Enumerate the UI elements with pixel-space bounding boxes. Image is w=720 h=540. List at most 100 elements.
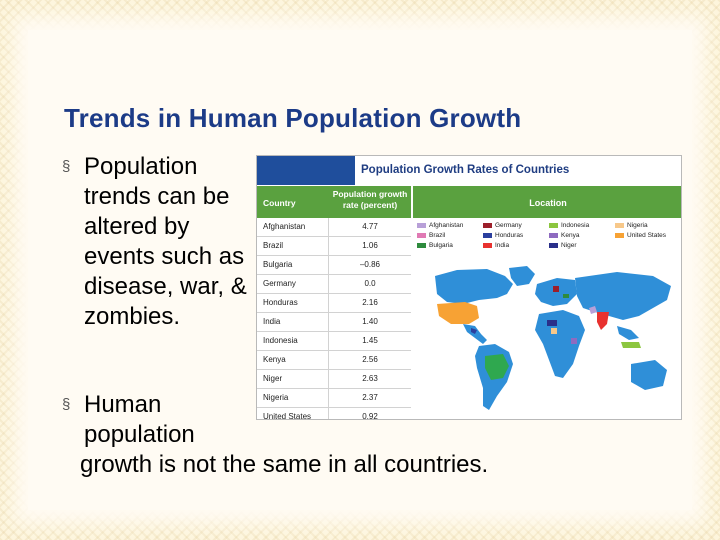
column-divider [328, 313, 329, 332]
legend-swatch [549, 232, 558, 238]
row-country: India [263, 317, 281, 326]
legend-swatch [549, 222, 558, 228]
honduras-highlight [471, 328, 477, 334]
bulgaria-highlight [563, 294, 569, 298]
legend-swatch [417, 222, 426, 228]
column-divider [328, 332, 329, 351]
india-highlight [597, 312, 609, 330]
united-states-highlight [437, 302, 479, 324]
row-country: Niger [263, 374, 283, 383]
row-rate: 0.92 [362, 412, 378, 420]
indonesia-highlight [621, 342, 641, 348]
table-row: Honduras 2.16 [257, 294, 411, 313]
figure-header-accent [257, 156, 355, 185]
header-country: Country [263, 198, 296, 208]
column-divider [328, 408, 329, 419]
row-country: Germany [263, 279, 296, 288]
table-row: United States 0.92 [257, 408, 411, 420]
niger-highlight [547, 320, 557, 326]
table-row: Bulgaria –0.86 [257, 256, 411, 275]
figure-header: Population Growth Rates of Countries [257, 156, 681, 185]
row-country: Bulgaria [263, 260, 293, 269]
asia-landmass [575, 272, 671, 320]
africa-landmass [535, 310, 585, 378]
legend-label: Niger [561, 242, 577, 249]
population-growth-figure: Population Growth Rates of Countries Cou… [256, 155, 682, 420]
column-divider [328, 218, 329, 237]
bullet-text-line: Human [84, 391, 162, 418]
legend-entry: Indonesia [549, 222, 589, 229]
column-divider [328, 370, 329, 389]
column-divider [328, 389, 329, 408]
row-country: Kenya [263, 355, 286, 364]
row-country: United States [263, 412, 312, 420]
legend-swatch [483, 242, 492, 248]
legend-swatch [483, 222, 492, 228]
legend-swatch [417, 232, 426, 238]
row-rate: 2.16 [362, 298, 378, 307]
row-country: Brazil [263, 241, 284, 250]
legend-entry: Honduras [483, 232, 523, 239]
column-divider [328, 275, 329, 294]
table-row: Niger 2.63 [257, 370, 411, 389]
legend-entry: Bulgaria [417, 242, 453, 249]
legend-entry: Germany [483, 222, 522, 229]
bullet-text: Population trends can be altered by even… [84, 153, 247, 330]
legend-label: United States [627, 232, 667, 239]
legend-entry: India [483, 242, 509, 249]
bullet-marker: § [62, 396, 71, 413]
legend-entry: Kenya [549, 232, 579, 239]
legend-label: Nigeria [627, 222, 648, 229]
row-country: Indonesia [263, 336, 298, 345]
table-row: Nigeria 2.37 [257, 389, 411, 408]
row-rate: 1.06 [362, 241, 378, 250]
kenya-highlight [571, 338, 577, 344]
row-rate: –0.86 [359, 260, 381, 269]
slide-title: Trends in Human Population Growth [64, 103, 522, 133]
germany-highlight [553, 286, 559, 292]
north-america-landmass [435, 269, 513, 304]
column-divider [328, 294, 329, 313]
nigeria-highlight [551, 328, 557, 334]
legend-label: Indonesia [561, 222, 590, 229]
header-location: Location [529, 198, 567, 208]
column-divider [328, 256, 329, 275]
legend-label: Germany [495, 222, 522, 229]
column-divider [328, 351, 329, 370]
legend-swatch [615, 232, 624, 238]
table-header: Country Population growth rate (percent) [257, 186, 411, 218]
brazil-highlight [485, 354, 509, 380]
bullet-text-line: population [84, 421, 195, 448]
table-row: Germany 0.0 [257, 275, 411, 294]
column-divider [328, 237, 329, 256]
row-country: Afghanistan [263, 222, 306, 231]
row-country: Honduras [263, 298, 298, 307]
row-rate: 2.56 [362, 355, 378, 364]
row-rate: 2.37 [362, 393, 378, 402]
row-rate: 0.0 [364, 279, 376, 288]
legend-label: Brazil [429, 232, 446, 239]
southeast-asia-landmass [617, 326, 639, 340]
legend-label: Honduras [495, 232, 524, 239]
bullet-text-line: growth is not the same in all countries. [80, 451, 489, 478]
legend-label: Bulgaria [429, 242, 453, 249]
legend-entry: Afghanistan [417, 222, 463, 229]
legend-label: Afghanistan [429, 222, 464, 229]
figure-title: Population Growth Rates of Countries [361, 164, 570, 176]
header-rate: Population growth rate (percent) [332, 189, 408, 210]
legend-entry: United States [615, 232, 666, 239]
row-country: Nigeria [263, 393, 289, 402]
legend-entry: Niger [549, 242, 577, 249]
row-rate: 2.63 [362, 374, 378, 383]
table-row: Brazil 1.06 [257, 237, 411, 256]
legend-label: Kenya [561, 232, 580, 239]
legend-swatch [483, 232, 492, 238]
table-row: Indonesia 1.45 [257, 332, 411, 351]
afghanistan-highlight [589, 306, 597, 314]
row-rate: 1.40 [362, 317, 378, 326]
australia-landmass [631, 360, 667, 390]
legend-entry: Brazil [417, 232, 445, 239]
table-row: India 1.40 [257, 313, 411, 332]
legend-swatch [549, 242, 558, 248]
world-map [435, 266, 671, 410]
